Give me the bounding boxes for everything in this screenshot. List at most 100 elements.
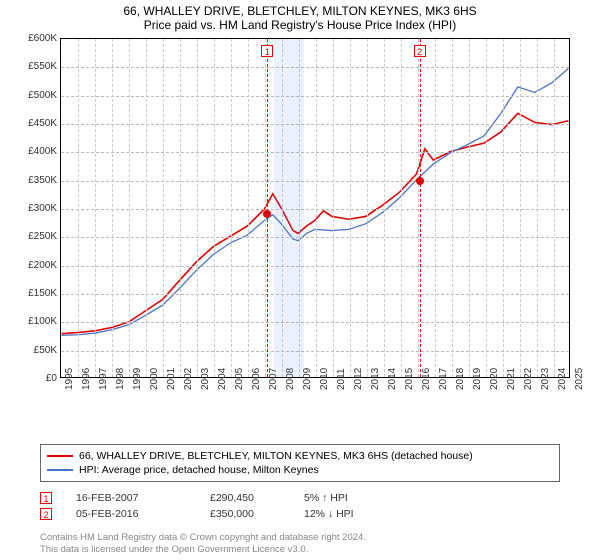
gridline-v [435,39,436,377]
x-axis-label: 1998 [115,368,126,390]
gridline-h [61,124,569,125]
gridline-h [61,209,569,210]
gridline-v [537,39,538,377]
x-axis-label: 2023 [540,368,551,390]
gridline-v [248,39,249,377]
gridline-v [265,39,266,377]
gridline-v [367,39,368,377]
x-axis-label: 2024 [557,368,568,390]
x-axis-label: 2025 [574,368,585,390]
x-axis-label: 2011 [336,368,347,390]
y-axis-label: £550K [27,61,57,72]
gridline-v [112,39,113,377]
plot-area: £0£50K£100K£150K£200K£250K£300K£350K£400… [60,38,570,378]
x-axis-label: 2020 [489,368,500,390]
legend-swatch [47,469,73,471]
gridline-v [384,39,385,377]
gridline-h [61,67,569,68]
gridline-v [78,39,79,377]
gridline-h [61,322,569,323]
y-axis-label: £50K [27,345,57,356]
gridline-v [350,39,351,377]
markers-table: 116-FEB-2007£290,4505% ↑ HPI205-FEB-2016… [40,490,600,522]
y-axis-label: £0 [27,373,57,384]
x-axis-label: 2006 [251,368,262,390]
title-line-2: Price paid vs. HM Land Registry's House … [0,18,600,32]
x-axis-label: 2013 [370,368,381,390]
gridline-v [486,39,487,377]
marker-line-label: 1 [261,45,273,57]
marker-price: £290,450 [210,492,280,504]
y-axis-label: £400K [27,146,57,157]
x-axis-label: 2016 [421,368,432,390]
x-axis-label: 2015 [404,368,415,390]
y-axis-label: £200K [27,260,57,271]
footer-line-1: Contains HM Land Registry data © Crown c… [40,532,600,544]
gridline-v [503,39,504,377]
x-axis-label: 1997 [98,368,109,390]
x-axis-label: 2018 [455,368,466,390]
marker-line [267,39,268,377]
x-axis-label: 1995 [64,368,75,390]
title-line-1: 66, WHALLEY DRIVE, BLETCHLEY, MILTON KEY… [0,4,600,18]
x-axis-label: 2000 [149,368,160,390]
legend-row: 66, WHALLEY DRIVE, BLETCHLEY, MILTON KEY… [47,449,553,463]
gridline-v [197,39,198,377]
y-axis-label: £450K [27,118,57,129]
x-axis-label: 2010 [319,368,330,390]
marker-line-label: 2 [414,45,426,57]
x-axis-label: 2017 [438,368,449,390]
gridline-v [163,39,164,377]
gridline-h [61,294,569,295]
chart-container: 66, WHALLEY DRIVE, BLETCHLEY, MILTON KEY… [0,0,600,560]
y-axis-label: £350K [27,175,57,186]
x-axis-label: 2014 [387,368,398,390]
marker-row: 205-FEB-2016£350,00012% ↓ HPI [40,506,600,522]
gridline-h [61,181,569,182]
gridline-v [129,39,130,377]
series-line-property [62,113,569,333]
legend-swatch [47,455,73,457]
x-axis-label: 2021 [506,368,517,390]
gridline-v [146,39,147,377]
x-axis-label: 2004 [217,368,228,390]
gridline-v [333,39,334,377]
marker-line [420,39,421,377]
legend: 66, WHALLEY DRIVE, BLETCHLEY, MILTON KEY… [40,444,560,482]
recession-band [274,39,305,377]
title-block: 66, WHALLEY DRIVE, BLETCHLEY, MILTON KEY… [0,0,600,34]
x-axis-label: 2012 [353,368,364,390]
gridline-v [214,39,215,377]
gridline-v [401,39,402,377]
y-axis-label: £150K [27,288,57,299]
gridline-v [231,39,232,377]
gridline-v [180,39,181,377]
marker-dot [263,210,271,218]
y-axis-label: £600K [27,33,57,44]
y-axis-label: £250K [27,231,57,242]
gridline-h [61,152,569,153]
legend-label: 66, WHALLEY DRIVE, BLETCHLEY, MILTON KEY… [79,450,473,462]
y-axis-label: £100K [27,316,57,327]
x-axis-label: 2002 [183,368,194,390]
footer-line-2: This data is licensed under the Open Gov… [40,544,600,556]
x-axis-label: 2022 [523,368,534,390]
x-axis-label: 1996 [81,368,92,390]
chart-wrap: £0£50K£100K£150K£200K£250K£300K£350K£400… [30,38,600,410]
x-axis-label: 2005 [234,368,245,390]
gridline-v [95,39,96,377]
x-axis-label: 2003 [200,368,211,390]
marker-price: £350,000 [210,508,280,520]
gridline-h [61,351,569,352]
gridline-v [554,39,555,377]
marker-num: 1 [40,492,52,504]
marker-delta: 5% ↑ HPI [304,492,384,504]
gridline-v [469,39,470,377]
gridline-h [61,266,569,267]
x-axis-label: 2019 [472,368,483,390]
marker-row: 116-FEB-2007£290,4505% ↑ HPI [40,490,600,506]
legend-box: 66, WHALLEY DRIVE, BLETCHLEY, MILTON KEY… [40,444,560,482]
x-axis-label: 2001 [166,368,177,390]
gridline-v [520,39,521,377]
chart-svg [61,39,569,377]
